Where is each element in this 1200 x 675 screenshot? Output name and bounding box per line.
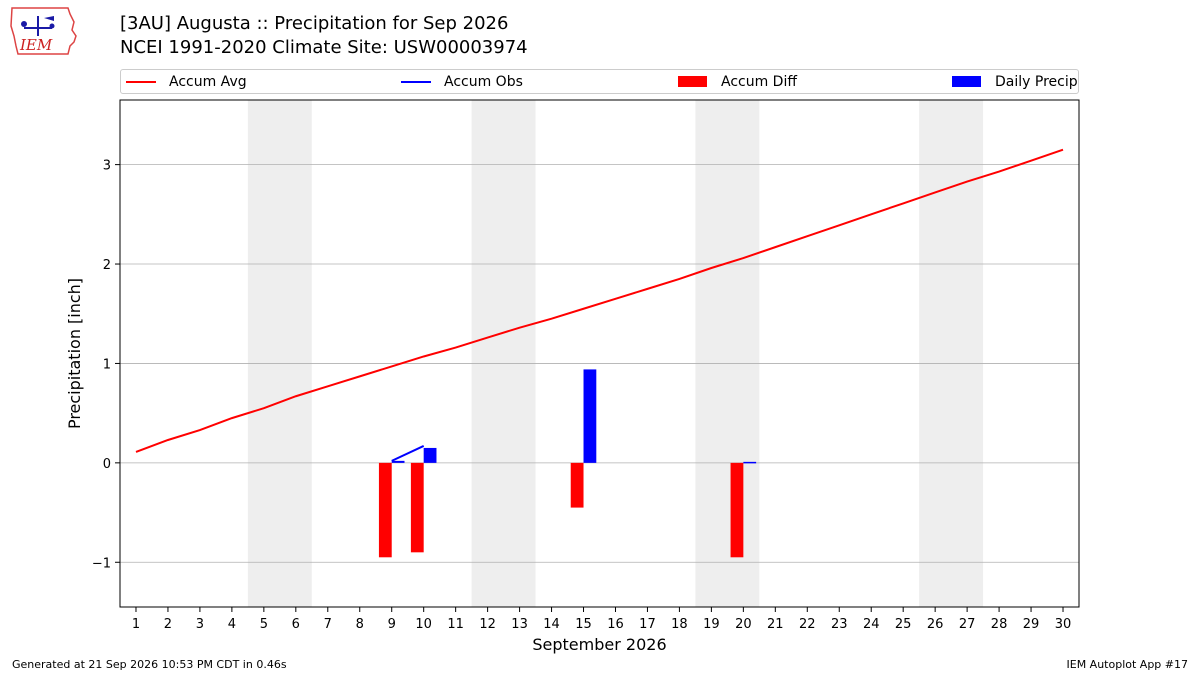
legend-label-daily-precip: Daily Precip: [995, 74, 1078, 90]
accum-avg-line: [135, 148, 1064, 453]
daily-precip-bar-day-9: [391, 460, 405, 463]
x-tick-label-3: 3: [196, 617, 204, 632]
x-tick-label-27: 27: [959, 617, 976, 632]
x-tick-label-17: 17: [639, 617, 656, 632]
x-tick-label-4: 4: [228, 617, 236, 632]
footer-app-label: IEM Autoplot App #17: [1066, 658, 1189, 671]
legend-label-accum-avg: Accum Avg: [169, 74, 247, 90]
weekend-band-1: [471, 100, 536, 607]
legend-swatch-accum-diff: [678, 76, 707, 87]
accum-obs-line: [391, 445, 425, 462]
y-tick-label-3: 2: [103, 258, 111, 273]
weekend-band-0: [247, 100, 312, 607]
daily-precip-bar-day-15: [583, 369, 597, 463]
legend-label-accum-obs: Accum Obs: [444, 74, 523, 90]
y-tick-label-2: 1: [103, 357, 111, 372]
x-tick-label-23: 23: [831, 617, 848, 632]
y-tick-label-4: 3: [103, 159, 111, 174]
x-tick-label-12: 12: [479, 617, 496, 632]
plot-frame: [119, 99, 1080, 608]
weekend-band-3: [919, 100, 984, 607]
x-tick-label-22: 22: [799, 617, 816, 632]
daily-precip-bar-day-20: [743, 461, 757, 464]
x-tick-label-26: 26: [927, 617, 944, 632]
x-tick-label-19: 19: [703, 617, 720, 632]
x-tick-label-10: 10: [415, 617, 432, 632]
accum-diff-bar-day-15: [570, 462, 584, 508]
x-tick-label-18: 18: [671, 617, 688, 632]
x-tick-label-15: 15: [575, 617, 592, 632]
x-tick-label-24: 24: [863, 617, 880, 632]
legend-swatch-accum-avg: [126, 81, 156, 83]
footer-generated-text: Generated at 21 Sep 2026 10:53 PM CDT in…: [12, 658, 287, 671]
x-tick-label-20: 20: [735, 617, 752, 632]
weekend-band-2: [695, 100, 760, 607]
x-tick-label-9: 9: [388, 617, 396, 632]
x-axis-label: September 2026: [532, 635, 666, 654]
x-tick-label-28: 28: [991, 617, 1008, 632]
accum-diff-bar-day-9: [378, 462, 392, 558]
x-tick-label-6: 6: [292, 617, 300, 632]
logo-text: IEM: [19, 36, 53, 54]
x-tick-label-29: 29: [1023, 617, 1040, 632]
chart-title: [3AU] Augusta :: Precipitation for Sep 2…: [120, 13, 509, 34]
daily-precip-bar-day-10: [423, 447, 437, 463]
x-tick-label-5: 5: [260, 617, 268, 632]
y-tick-label-1: 0: [103, 457, 111, 472]
legend-swatch-daily-precip: [952, 76, 981, 87]
x-tick-label-21: 21: [767, 617, 784, 632]
y-axis-label: Precipitation [inch]: [65, 278, 84, 429]
legend: Accum Avg Accum Obs Accum Diff Daily Pre…: [120, 69, 1079, 94]
accum-diff-bar-day-20: [730, 462, 744, 558]
y-tick-label-0: −1: [92, 556, 111, 571]
x-tick-label-8: 8: [356, 617, 364, 632]
x-tick-label-16: 16: [607, 617, 624, 632]
x-tick-label-1: 1: [132, 617, 140, 632]
iem-logo: IEM: [8, 6, 80, 60]
x-tick-label-13: 13: [511, 617, 528, 632]
x-tick-label-30: 30: [1055, 617, 1072, 632]
legend-swatch-accum-obs: [401, 81, 431, 83]
x-tick-label-11: 11: [447, 617, 464, 632]
accum-diff-bar-day-10: [410, 462, 424, 553]
legend-label-accum-diff: Accum Diff: [721, 74, 798, 90]
chart-subtitle: NCEI 1991-2020 Climate Site: USW00003974: [120, 37, 528, 58]
x-tick-label-25: 25: [895, 617, 912, 632]
x-tick-label-2: 2: [164, 617, 172, 632]
x-tick-label-7: 7: [324, 617, 332, 632]
x-tick-label-14: 14: [543, 617, 560, 632]
